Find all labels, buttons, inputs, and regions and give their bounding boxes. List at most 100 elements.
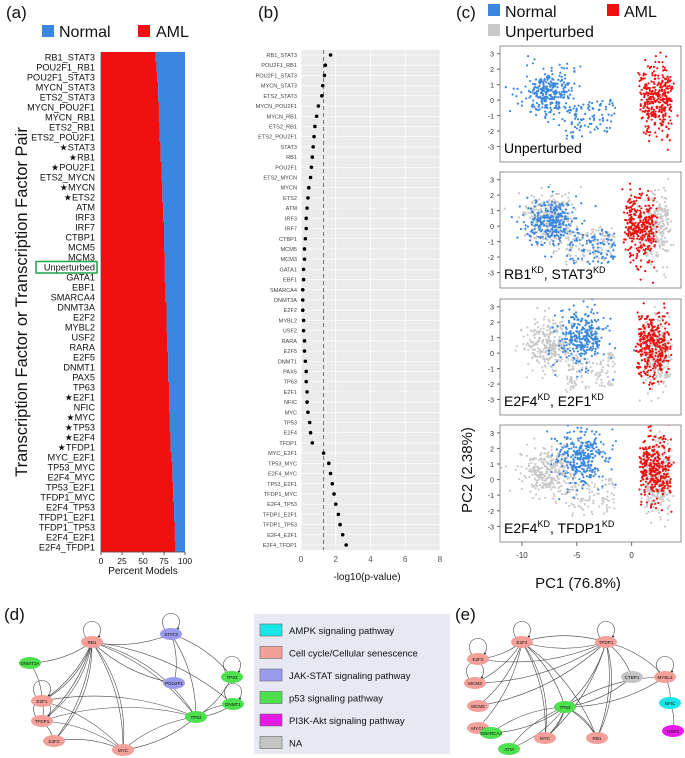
pca-point-unperturbed xyxy=(573,506,576,509)
pca-point-unperturbed xyxy=(572,361,575,364)
pca-point-aml xyxy=(642,107,645,110)
pca-point-unperturbed xyxy=(643,506,646,509)
pca-point-aml xyxy=(632,254,635,257)
pca-point-aml xyxy=(658,337,662,340)
pca-point-unperturbed xyxy=(657,440,660,443)
pca-point-normal xyxy=(568,431,571,434)
tick-label-b-MCM3: MCM3 xyxy=(281,257,297,263)
pca-point-unperturbed xyxy=(668,375,671,378)
pca-point-normal xyxy=(569,108,572,111)
pca-point-normal xyxy=(611,254,614,258)
pca-point-aml xyxy=(651,72,654,75)
legend-swatch-normal xyxy=(42,25,54,37)
pca-point-normal xyxy=(534,78,538,81)
pca-point-unperturbed xyxy=(540,186,543,190)
pca-point-unperturbed xyxy=(552,344,555,347)
pca-point-unperturbed xyxy=(557,490,560,493)
pca-point-normal xyxy=(543,224,546,227)
pca-point-aml xyxy=(663,336,666,339)
pca-point-unperturbed xyxy=(541,331,545,335)
pca-point-normal xyxy=(570,464,573,467)
pca-point-normal xyxy=(563,475,566,478)
pca-point-unperturbed xyxy=(560,327,563,330)
pca-point-normal xyxy=(547,74,550,77)
pca-point-normal xyxy=(573,125,577,129)
pca-point-normal xyxy=(586,338,589,341)
pca-point-normal xyxy=(594,454,597,457)
pca-point-unperturbed xyxy=(659,220,662,224)
pca-point-unperturbed xyxy=(527,462,531,466)
pca-point-normal xyxy=(610,468,613,471)
pca-point-normal xyxy=(585,340,589,343)
pca-point-aml xyxy=(643,331,646,334)
pca-point-normal xyxy=(527,89,530,93)
pca-point-unperturbed xyxy=(599,373,602,377)
pca-point-aml xyxy=(640,500,643,503)
tick-label-b-MYBL2: MYBL2 xyxy=(279,318,297,324)
tick-label-MYBL2: MYBL2 xyxy=(65,323,95,333)
tick-label-b-RARA: RARA xyxy=(281,339,297,345)
pca-point-aml xyxy=(633,232,636,235)
pca-point-normal xyxy=(544,237,547,240)
pca-point-normal xyxy=(600,229,603,232)
pca-point-aml xyxy=(664,327,667,330)
pca-point-normal xyxy=(562,347,565,350)
bar-normal-E2F4_E2F1 xyxy=(174,532,185,543)
pca-point-normal xyxy=(604,257,607,260)
pca-point-unperturbed xyxy=(551,486,555,489)
pca-point-normal xyxy=(589,467,592,470)
pca-point-normal xyxy=(566,453,570,456)
pca-point-aml xyxy=(645,88,648,91)
pca-point-normal xyxy=(563,459,567,462)
bar-normal-TP63 xyxy=(169,382,185,393)
pca-point-normal xyxy=(563,337,567,340)
pca-point-aml xyxy=(623,231,627,234)
pca-point-aml xyxy=(651,445,654,449)
pca-point-unperturbed xyxy=(587,505,590,508)
point-b-ETS2_MYCN xyxy=(308,175,313,180)
pca-point-normal xyxy=(565,217,568,221)
pca-point-aml xyxy=(669,119,672,122)
pca-point-unperturbed xyxy=(669,341,672,344)
pca-point-normal xyxy=(544,104,547,107)
pca-point-normal xyxy=(611,428,614,431)
bar-aml-E2F4_E2F1 xyxy=(101,532,175,543)
pca-point-normal xyxy=(534,113,538,117)
pca-point-unperturbed xyxy=(595,362,598,365)
pca-point-unperturbed xyxy=(551,452,554,455)
pca-point-normal xyxy=(559,356,562,359)
pca-point-normal xyxy=(534,231,537,234)
pca-point-normal xyxy=(541,244,544,247)
pca-point-aml xyxy=(653,363,656,366)
pca-point-aml xyxy=(646,360,649,363)
bar-aml-POU2F1_STAT3 xyxy=(101,72,158,83)
bar-normal-STAT3 xyxy=(160,142,185,153)
pca-point-aml xyxy=(641,225,644,228)
pca-point-normal xyxy=(589,463,593,466)
pca-point-unperturbed xyxy=(570,358,573,362)
pca-point-aml xyxy=(633,195,636,199)
pca-point-unperturbed xyxy=(664,329,667,333)
pca-point-normal xyxy=(592,246,595,249)
pca-point-aml xyxy=(661,61,664,64)
pca-point-aml xyxy=(648,208,651,211)
pca-point-aml xyxy=(628,252,632,255)
pca-point-aml xyxy=(659,51,662,54)
pca-point-unperturbed xyxy=(568,346,571,350)
pca-point-normal xyxy=(574,472,577,475)
pca-point-unperturbed xyxy=(611,360,614,363)
pca-point-normal xyxy=(561,316,564,319)
pca-point-aml xyxy=(661,468,665,471)
pca-point-normal xyxy=(543,95,547,98)
pca-point-unperturbed xyxy=(607,478,610,481)
pca-point-aml xyxy=(665,125,668,128)
pca-point-normal xyxy=(577,439,580,442)
pca-point-unperturbed xyxy=(581,499,584,502)
pca-point-aml xyxy=(639,103,642,106)
pca-point-normal xyxy=(584,470,588,473)
pca-point-normal xyxy=(550,69,553,73)
pca-point-unperturbed xyxy=(605,503,608,507)
pca-point-normal xyxy=(584,430,587,434)
pca-point-aml xyxy=(666,85,669,88)
pca-point-normal xyxy=(543,241,546,245)
